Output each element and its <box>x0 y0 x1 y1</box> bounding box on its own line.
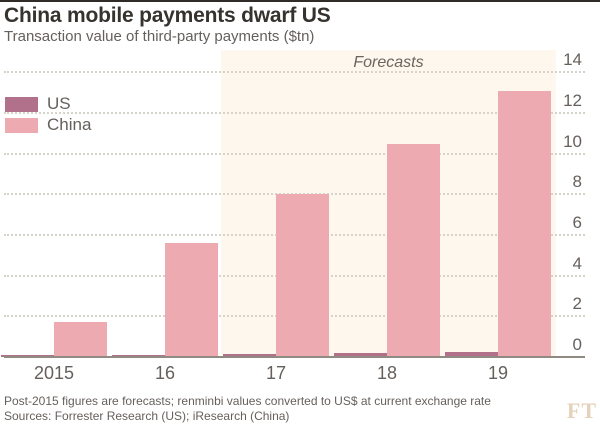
chart-subtitle: Transaction value of third-party payment… <box>4 28 315 45</box>
bar-us-18 <box>334 352 387 357</box>
chart-title: China mobile payments dwarf US <box>4 4 331 27</box>
gridline-14 <box>4 71 585 74</box>
legend-item-china: China <box>5 115 91 135</box>
top-rule <box>0 0 600 2</box>
x-axis-baseline <box>4 356 585 358</box>
bar-us-2015 <box>1 354 54 357</box>
sources: Sources: Forrester Research (US); iResea… <box>4 409 290 423</box>
y-tick-label-2: 2 <box>572 294 582 314</box>
x-tick-label-19: 19 <box>487 363 509 383</box>
y-tick-label-4: 4 <box>572 253 582 273</box>
forecast-label: Forecasts <box>353 54 424 71</box>
y-tick-label-0: 0 <box>572 335 582 354</box>
x-tick-label-17: 17 <box>265 363 287 383</box>
x-tick-label-2015: 2015 <box>33 363 75 383</box>
x-tick-label-18: 18 <box>376 363 398 383</box>
y-tick-label-14: 14 <box>563 50 582 70</box>
gridline-12 <box>4 112 585 115</box>
bar-us-19 <box>445 351 498 357</box>
y-tick-label-10: 10 <box>563 131 582 151</box>
y-tick-label-6: 6 <box>572 213 582 233</box>
bar-china-19 <box>498 90 551 357</box>
bar-group-16 <box>112 243 218 357</box>
bar-us-17 <box>223 353 276 357</box>
plot-area: Forecasts <box>1 50 585 357</box>
y-tick-label-8: 8 <box>572 172 582 192</box>
bar-china-2015 <box>54 322 107 357</box>
bar-group-2015 <box>1 322 107 357</box>
bar-china-16 <box>165 243 218 357</box>
china-swatch <box>5 117 38 133</box>
gridline-10 <box>4 152 585 155</box>
bar-china-18 <box>387 143 440 357</box>
legend-item-us: US <box>5 94 91 114</box>
bar-china-17 <box>276 194 329 357</box>
bar-group-18 <box>334 143 440 357</box>
y-tick-label-12: 12 <box>563 91 582 111</box>
x-tick-label-16: 16 <box>154 363 176 383</box>
legend: US China <box>5 94 91 136</box>
bar-group-17 <box>223 194 329 357</box>
bar-group-19 <box>445 90 551 357</box>
legend-label-us: US <box>47 94 71 113</box>
legend-label-china: China <box>47 115 92 134</box>
us-swatch <box>5 96 38 112</box>
bar-us-16 <box>112 354 165 357</box>
footnote: Post-2015 figures are forecasts; renminb… <box>4 394 491 408</box>
ft-logo: FT <box>566 398 597 423</box>
